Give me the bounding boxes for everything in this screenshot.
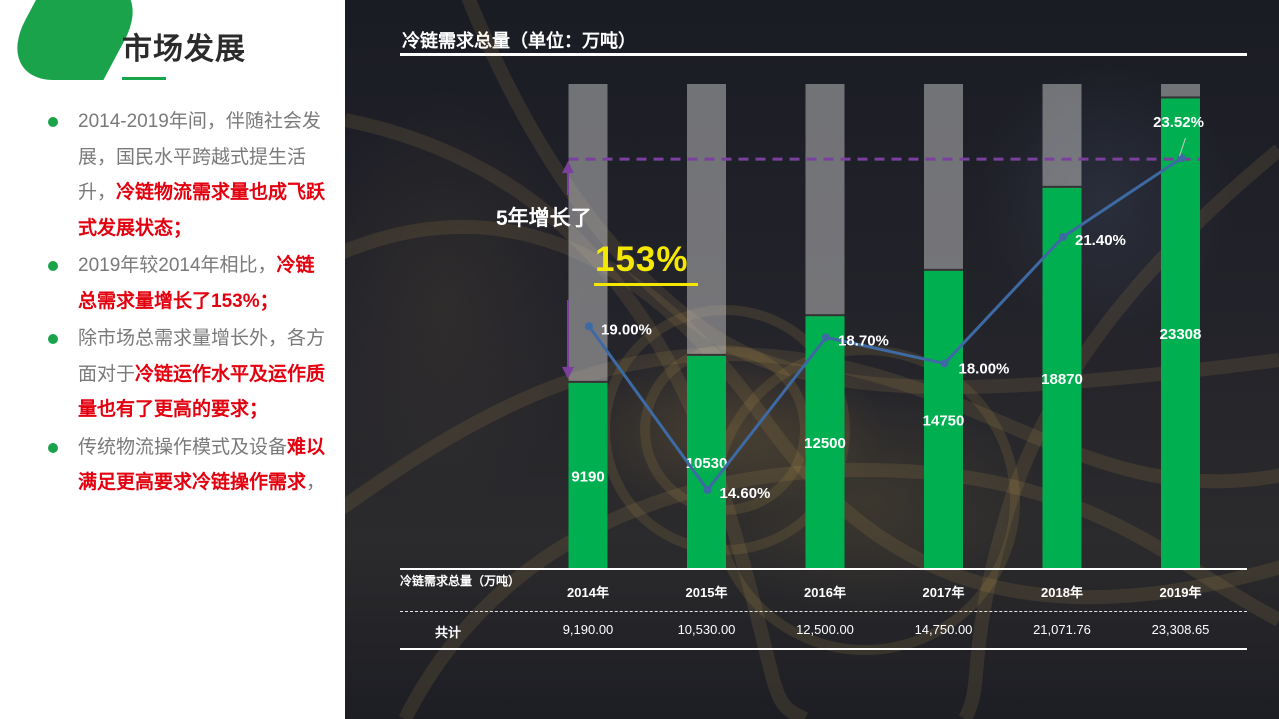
arrow-down-icon [562,366,574,379]
bullet-dot-icon [48,442,58,453]
bar-value-label: 10530 [686,455,728,472]
growth-value-underline [594,283,698,286]
chart-title-rule [400,53,1247,56]
growth-point [703,485,712,494]
chart-title: 冷链需求总量（单位：万吨） [402,31,636,51]
bar-top-edge [568,380,608,383]
bar-2015年 [687,355,726,568]
growth-point [1059,232,1067,241]
bar-2017年 [924,270,963,568]
table-bottom-rule [400,648,1247,650]
growth-point [822,333,830,342]
growth-annotation-label: 5年增长了 [496,207,592,230]
table-year-cell: 2017年 [922,585,965,600]
bar-value-label: 9190 [571,468,604,485]
bullet-highlight-text: 难以满足更高要求冷链操作需求 [78,436,326,494]
growth-rate-label: 21.40% [1075,232,1126,249]
bullet-dot-icon [48,261,58,271]
table-total-cell: 12,500.00 [796,622,854,637]
bar-2014年 [568,382,608,568]
table-total-cell: 10,530.00 [677,622,736,637]
left-panel: 市场发展 2014-2019年间，伴随社会发展，国民水平跨越式提生活升，冷链物流… [0,0,345,719]
bar-value-label: 18870 [1041,371,1083,388]
bar-top-edge [1161,96,1200,99]
bar-top-edge [1042,185,1082,188]
title-underline [122,77,166,80]
bullet-dot-icon [48,334,58,344]
growth-point [585,322,593,331]
table-year-cell: 2016年 [804,585,846,600]
table-year-cell: 2018年 [1041,585,1083,600]
bullet-highlight-text: 冷链运作水平及运作质量也有了更高的要求； [78,363,326,421]
table-year-cell: 2019年 [1159,585,1202,600]
arrow-up-icon [562,161,574,174]
table-top-rule [400,568,1247,570]
bar-top-edge [805,314,845,317]
table-divider [400,611,1247,612]
road-light-streak [345,220,1279,605]
bar-chart: 9190 10530 12500 14750 18870 23308 19.00% 14.60… [345,0,1279,719]
bullet-text: 2014-2019年间，伴随社会发展，国民水平跨越式提生活升， [78,111,321,203]
growth-rate-line [587,156,1183,493]
growth-rate-label: 19.00% [601,321,652,338]
table-year-cell: 2015年 [685,585,728,600]
bar-2016年 [805,316,845,568]
bullet-list: 2014-2019年间，伴随社会发展，国民水平跨越式提生活升，冷链物流需求量也成… [48,104,328,503]
table-total-cell: 14,750.00 [914,622,973,637]
table-total-header: 共计 [435,625,462,640]
table-total-cell: 21,071.76 [1033,622,1091,637]
bullet-highlight-text: 冷链总需求量增长了153%； [78,255,315,312]
bullet-item: 传统物流操作模式及设备难以满足更高要求冷链操作需求， [48,430,328,501]
growth-annotation-value: 153% [595,240,689,279]
table-year-cell: 2014年 [567,585,609,600]
bullet-dot-icon [48,117,58,127]
bar-value-label: 23308 [1160,326,1202,343]
table-row-header: 冷链需求总量（万吨） [400,574,521,588]
growth-rate-label: 18.00% [959,360,1010,377]
bar-top-edge [924,268,963,271]
bullet-text: ， [306,472,326,493]
chart-panel: 冷链需求总量（单位：万吨） 9190 10530 12500 14750 18870 23… [345,0,1279,719]
bar-value-label: 14750 [923,412,965,429]
bullet-text: 除市场总需求量增长外，各方面对于 [78,328,326,385]
page-title: 市场发展 [122,33,246,66]
road-light-streak [345,347,1279,515]
growth-rate-label: 14.60% [720,485,771,502]
growth-label-leader [1179,137,1186,157]
bullet-text: 传统物流操作模式及设备 [78,436,288,458]
bar-top-edge [687,353,726,356]
bullet-item: 除市场总需求量增长外，各方面对于冷链运作水平及运作质量也有了更高的要求； [48,321,328,428]
bullet-text: 2019年较2014年相比， [78,255,277,276]
bullet-item: 2019年较2014年相比，冷链总需求量增长了153%； [48,248,328,319]
growth-point [1177,154,1186,163]
bar-value-label: 12500 [804,435,846,452]
growth-rate-label: 18.70% [838,332,889,349]
table-total-cell: 9,190.00 [562,622,614,637]
table-total-cell: 23,308.65 [1151,622,1210,637]
bullet-item: 2014-2019年间，伴随社会发展，国民水平跨越式提生活升，冷链物流需求量也成… [48,104,328,246]
growth-point [940,359,949,368]
growth-rate-label: 23.52% [1153,114,1204,131]
bar-2019年 [1161,98,1200,568]
bullet-highlight-text: 冷链物流需求量也成飞跃式发展状态； [78,182,326,239]
